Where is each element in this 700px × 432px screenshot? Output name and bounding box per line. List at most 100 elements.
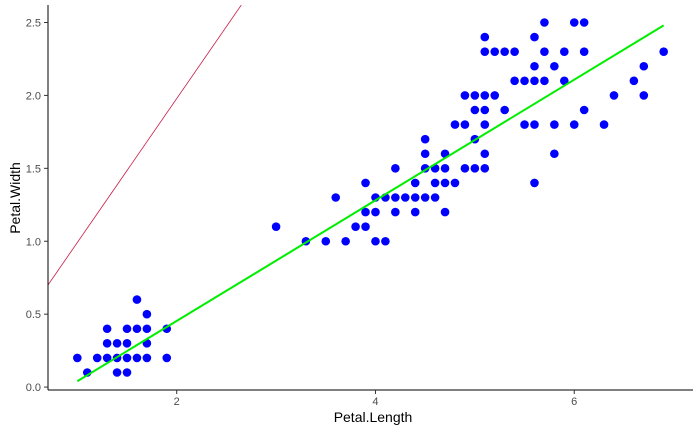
reference-line	[48, 5, 242, 286]
data-point	[579, 47, 589, 56]
data-point	[450, 178, 460, 188]
data-point	[112, 339, 122, 348]
data-point	[560, 76, 569, 86]
data-point	[550, 149, 559, 159]
data-point	[550, 61, 559, 71]
reference-line-layer	[48, 5, 242, 286]
y-tick-label: 1.5	[26, 163, 41, 175]
data-point	[410, 178, 420, 188]
x-tick-label: 4	[372, 396, 378, 408]
data-point	[470, 164, 480, 173]
data-point	[520, 120, 529, 129]
data-point	[440, 207, 450, 217]
y-axis-title: Petal.Width	[7, 162, 23, 234]
data-point	[271, 222, 281, 231]
data-point	[480, 149, 490, 159]
data-point	[430, 193, 440, 202]
data-point	[440, 164, 450, 173]
data-point	[142, 324, 152, 334]
data-point	[480, 32, 490, 42]
data-point	[132, 353, 142, 363]
data-point	[420, 134, 430, 144]
data-point	[510, 76, 519, 86]
data-point	[321, 236, 331, 246]
data-point	[490, 47, 500, 56]
data-point	[530, 32, 539, 42]
data-point	[490, 91, 500, 100]
data-point	[391, 207, 400, 217]
data-point	[341, 236, 350, 246]
x-tick-label: 6	[571, 396, 577, 408]
data-point	[659, 47, 668, 56]
data-point	[609, 91, 619, 100]
data-point	[530, 76, 539, 86]
data-point	[371, 236, 380, 246]
data-point	[361, 207, 370, 217]
data-point	[381, 236, 390, 246]
data-point	[540, 76, 549, 86]
data-point	[530, 178, 539, 188]
data-point	[470, 91, 480, 100]
data-point	[391, 193, 400, 202]
data-point	[430, 178, 440, 188]
x-tick-label: 2	[174, 396, 180, 408]
data-point	[102, 339, 112, 348]
data-point	[560, 47, 569, 56]
data-point	[550, 120, 559, 129]
data-point	[331, 193, 341, 202]
data-point	[530, 61, 539, 71]
data-point	[420, 149, 430, 159]
data-point	[579, 18, 589, 27]
data-point	[599, 120, 609, 129]
x-axis-title: Petal.Length	[334, 409, 413, 425]
data-point	[480, 91, 490, 100]
data-point	[122, 353, 132, 363]
data-point	[480, 164, 490, 173]
data-point	[569, 18, 579, 27]
data-point	[579, 105, 589, 115]
data-point	[460, 120, 470, 129]
data-point	[122, 368, 132, 377]
data-point	[132, 295, 142, 304]
data-point	[112, 368, 122, 377]
data-point	[500, 105, 509, 115]
axes-layer: 2 4 6 0.0 0.5 1.0 1.5 2.0 2.5	[26, 5, 693, 408]
data-points-layer	[73, 18, 668, 377]
data-point	[122, 339, 132, 348]
data-point	[470, 105, 480, 115]
data-point	[391, 164, 400, 173]
fit-line-layer	[76, 24, 665, 383]
data-point	[361, 178, 370, 188]
y-tick-label: 0.0	[26, 382, 41, 394]
data-point	[440, 178, 450, 188]
data-point	[142, 309, 152, 319]
data-point	[162, 353, 172, 363]
data-point	[530, 120, 539, 129]
data-point	[500, 47, 509, 56]
data-point	[400, 193, 410, 202]
data-point	[639, 61, 649, 71]
fit-line	[76, 24, 665, 383]
data-point	[142, 353, 152, 363]
y-tick-label: 1.0	[26, 236, 41, 248]
data-point	[510, 47, 519, 56]
data-point	[480, 105, 490, 115]
data-point	[480, 47, 490, 56]
data-point	[92, 353, 102, 363]
data-point	[450, 120, 460, 129]
y-tick-label: 2.5	[26, 18, 41, 30]
data-point	[420, 193, 430, 202]
data-point	[122, 324, 132, 334]
data-point	[460, 164, 470, 173]
data-point	[102, 353, 112, 363]
data-point	[410, 207, 420, 217]
data-point	[102, 324, 112, 334]
data-point	[351, 222, 360, 231]
data-point	[569, 120, 579, 129]
data-point	[629, 76, 639, 86]
data-point	[520, 76, 529, 86]
data-point	[480, 120, 490, 129]
y-tick-label: 0.5	[26, 309, 41, 321]
data-point	[361, 222, 370, 231]
